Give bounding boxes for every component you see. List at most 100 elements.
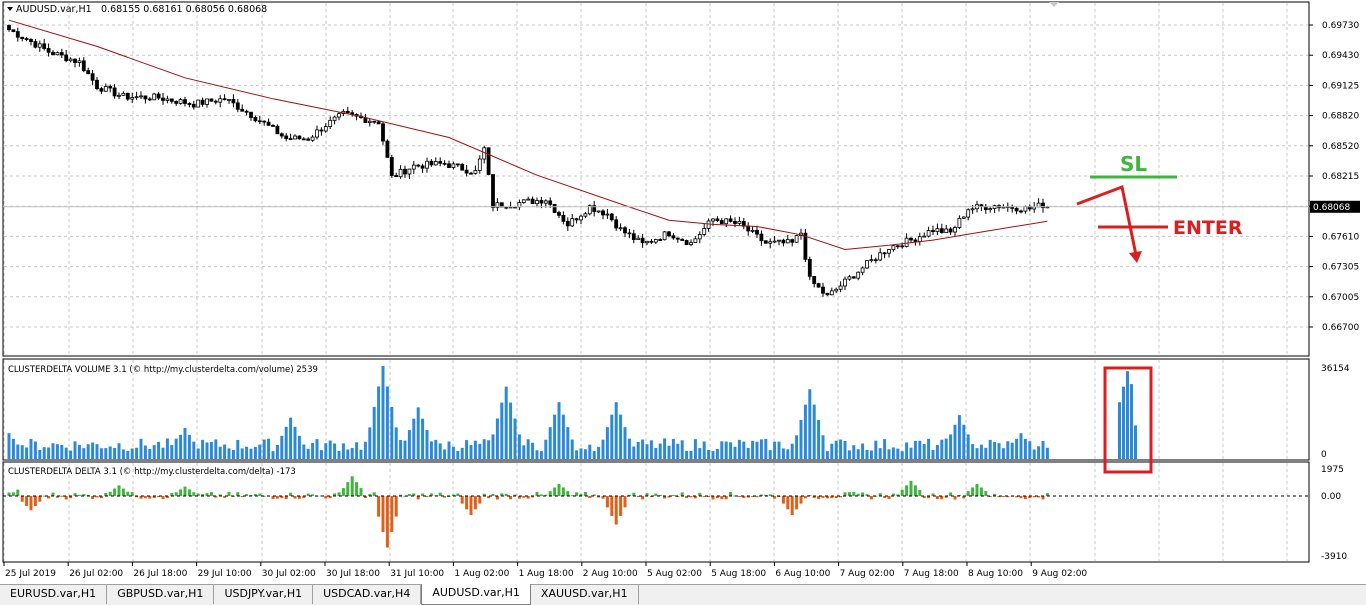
delta-bar	[931, 493, 935, 496]
volume-bar	[548, 427, 552, 459]
delta-bar	[341, 488, 345, 496]
volume-bar	[350, 447, 354, 459]
candle-body	[451, 163, 456, 168]
delta-axis-min: -3910	[1321, 552, 1347, 562]
candle-body	[165, 98, 170, 101]
volume-bar	[786, 449, 790, 459]
delta-bar	[790, 496, 794, 516]
delta-bar	[588, 496, 592, 499]
price-tick-label: 0.69430	[1322, 51, 1359, 61]
volume-bar	[1001, 448, 1005, 459]
dropdown-arrow-icon[interactable]	[7, 7, 13, 11]
candle-body	[618, 227, 623, 230]
delta-bar	[693, 496, 697, 499]
volume-bar	[179, 434, 183, 459]
volume-bar	[412, 418, 416, 459]
delta-bar	[720, 496, 724, 500]
volume-bar	[597, 446, 601, 459]
candle-body	[429, 160, 434, 166]
volume-bar	[667, 445, 671, 459]
volume-bar	[438, 443, 442, 459]
delta-bar	[742, 496, 746, 498]
delta-bars	[7, 476, 1049, 548]
delta-bar	[214, 496, 218, 498]
delta-bar	[940, 496, 944, 500]
candle-body	[530, 198, 535, 205]
candle-body	[733, 221, 737, 224]
tab-eurusd[interactable]: EURUSD.var,H1	[0, 585, 108, 604]
volume-bar	[592, 451, 596, 459]
candle-body	[420, 165, 425, 169]
volume-bar	[627, 438, 631, 459]
tab-audusd[interactable]: AUDUSD.var,H1	[421, 584, 531, 605]
candle-body	[213, 100, 218, 103]
volume-bar	[240, 448, 244, 459]
delta-bar	[746, 496, 750, 498]
delta-bar	[161, 496, 165, 500]
tab-gbpusd[interactable]: GBPUSD.var,H1	[107, 585, 215, 604]
delta-bar	[460, 496, 464, 504]
volume-bar	[187, 434, 191, 459]
candle-body	[491, 174, 495, 208]
delta-bar	[311, 494, 315, 496]
enter-label: ENTER	[1173, 217, 1243, 239]
volume-bar	[676, 443, 680, 459]
delta-indicator-title: CLUSTERDELTA DELTA 3.1 (© http://my.clus…	[8, 467, 296, 477]
delta-bar	[253, 494, 257, 496]
volume-bar	[531, 442, 535, 459]
candle-body	[900, 245, 905, 248]
volume-bar	[16, 444, 20, 459]
candle-body	[755, 229, 759, 235]
volume-bar	[759, 439, 763, 459]
delta-bar	[148, 496, 152, 499]
delta-bar	[724, 496, 728, 500]
volume-bar	[500, 402, 504, 459]
volume-bar	[825, 451, 829, 459]
volume-bar	[152, 445, 156, 459]
volume-bar	[377, 386, 381, 459]
volume-bar	[60, 444, 64, 459]
chart-shift-marker-icon[interactable]	[1049, 2, 1059, 7]
volume-bar	[280, 435, 284, 459]
candle-body	[535, 200, 539, 205]
tab-xauusd[interactable]: XAUUSD.var,H1	[531, 585, 639, 604]
tab-usdcad[interactable]: USDCAD.var,H4	[313, 585, 422, 604]
candle-body	[425, 160, 429, 169]
tab-usdjpy[interactable]: USDJPY.var,H1	[214, 585, 314, 604]
volume-bar	[927, 438, 931, 459]
volume-bar	[143, 445, 147, 459]
volume-bar	[293, 426, 297, 459]
candle-body	[209, 98, 214, 102]
chart-canvas[interactable]: AUDUSD.var,H1 0.68155 0.68161 0.68056 0.…	[0, 0, 1366, 584]
grid-lines	[3, 3, 1308, 561]
candle-body	[565, 220, 570, 227]
volume-bar	[77, 444, 81, 459]
candle-body	[218, 98, 223, 103]
volume-bars	[7, 366, 1049, 459]
price-tick-label: 0.68820	[1322, 112, 1359, 122]
volume-bar	[517, 434, 521, 459]
candle-body	[231, 99, 236, 104]
volume-bar	[86, 444, 90, 459]
time-tick-label: 30 Jul 18:00	[326, 569, 380, 579]
delta-bar	[891, 493, 895, 496]
volume-bar	[465, 440, 469, 459]
candle-body	[759, 233, 764, 242]
volume-bar	[315, 439, 319, 459]
volume-bar	[817, 419, 821, 459]
candle-body	[301, 138, 306, 141]
candle-body	[7, 25, 11, 31]
delta-bar	[557, 483, 561, 496]
volume-bar	[707, 449, 711, 459]
volume-bar	[557, 402, 561, 459]
price-tick-label: 0.68215	[1322, 172, 1359, 182]
time-tick-label: 9 Aug 02:00	[1032, 569, 1087, 579]
delta-bar	[711, 496, 715, 500]
delta-bar	[465, 496, 469, 510]
delta-bar	[896, 494, 900, 496]
volume-bar	[73, 441, 77, 459]
delta-bar	[152, 496, 156, 499]
delta-bar	[73, 493, 77, 496]
candle-body	[95, 79, 99, 89]
delta-bar	[425, 496, 429, 497]
